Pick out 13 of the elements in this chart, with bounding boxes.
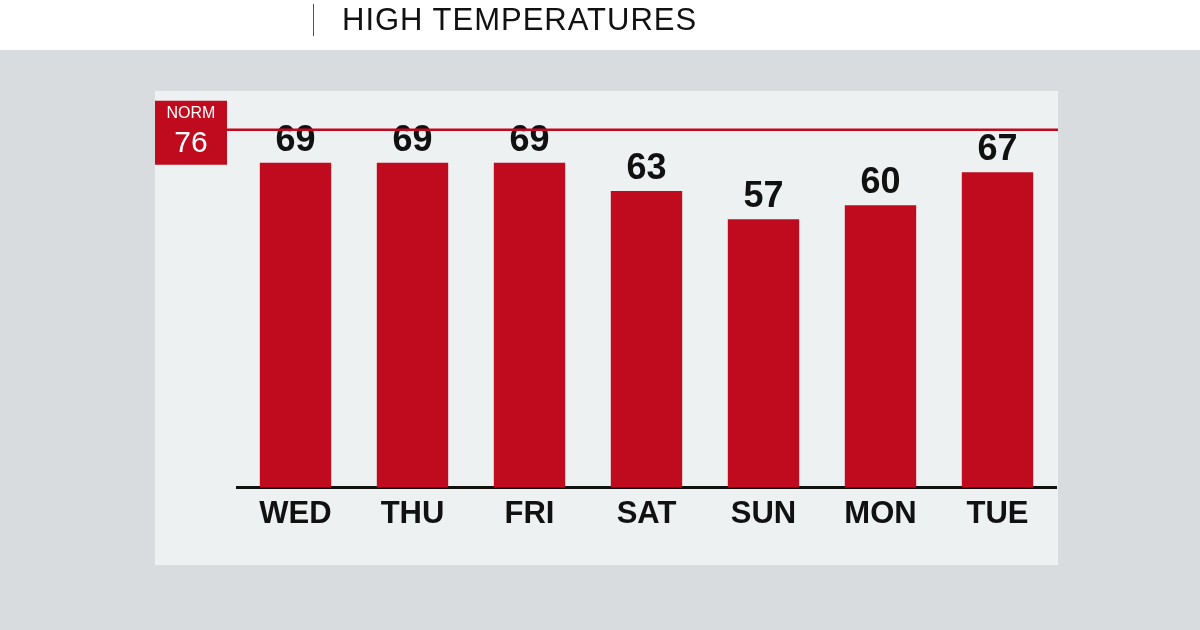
- chart-title: HIGH TEMPERATURES: [342, 2, 698, 38]
- x-tick-label: FRI: [504, 494, 555, 530]
- data-label: 63: [626, 145, 667, 187]
- x-tick-label: MON: [844, 494, 917, 530]
- data-label: 60: [860, 160, 901, 202]
- x-tick-label: WED: [259, 494, 332, 530]
- x-tick-label: TUE: [966, 494, 1029, 530]
- ref-line-label: NORM 76: [166, 104, 216, 159]
- data-label: 67: [977, 127, 1018, 169]
- x-tick-label: SAT: [616, 494, 677, 530]
- x-tick-label: SUN: [730, 494, 797, 530]
- x-tick-label: THU: [380, 494, 445, 530]
- data-label: 57: [743, 174, 784, 216]
